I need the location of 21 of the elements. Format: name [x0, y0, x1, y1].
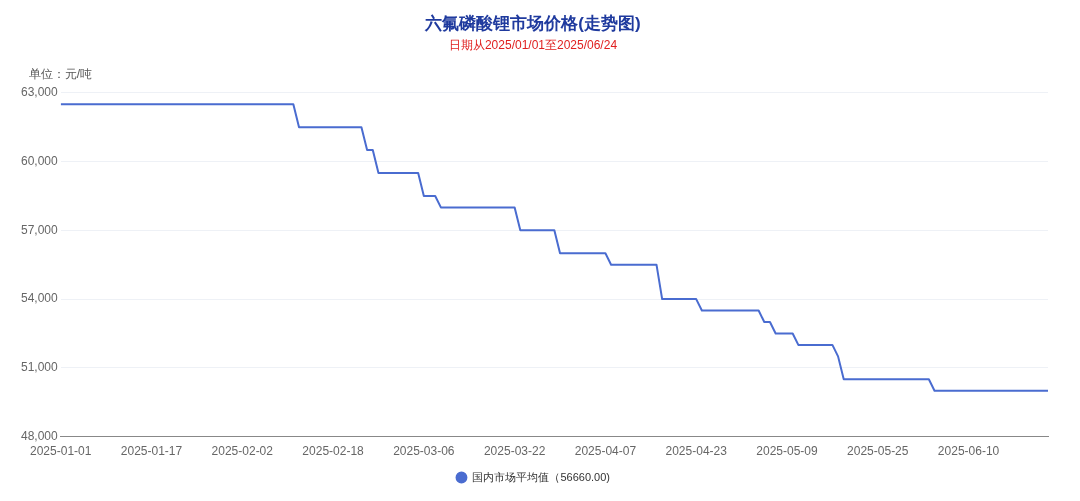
x-tick-label: 2025-04-07	[574, 444, 637, 459]
x-tick-label: 2025-04-23	[665, 444, 728, 459]
x-tick-label: 2025-01-01	[30, 444, 92, 459]
y-tick-label: 51,000	[21, 360, 59, 375]
x-tick-label: 2025-02-18	[302, 444, 365, 459]
x-tick-label: 2025-02-02	[211, 444, 274, 459]
x-tick-label: 2025-03-06	[393, 444, 455, 459]
x-tick-label: 2025-05-25	[847, 444, 909, 459]
x-tick-label: 2025-01-17	[120, 444, 183, 459]
y-tick-label: 60,000	[21, 153, 59, 168]
x-tick-label: 2025-03-22	[483, 444, 546, 459]
x-tick-label: 2025-05-09	[756, 444, 818, 459]
legend-label: 国内市场平均值（56660.00)	[472, 470, 611, 483]
y-tick-label: 48,000	[21, 428, 59, 443]
chart-title: 六氟磷酸锂市场价格(走势图)	[424, 13, 641, 33]
chart-subtitle: 日期从2025/01/01至2025/06/24	[448, 37, 618, 52]
y-tick-label: 54,000	[21, 291, 59, 306]
y-axis-title: 单位：元/吨	[28, 67, 93, 82]
y-tick-label: 63,000	[21, 85, 59, 100]
x-tick-label: 2025-06-10	[937, 444, 1000, 459]
y-tick-label: 57,000	[21, 222, 59, 237]
